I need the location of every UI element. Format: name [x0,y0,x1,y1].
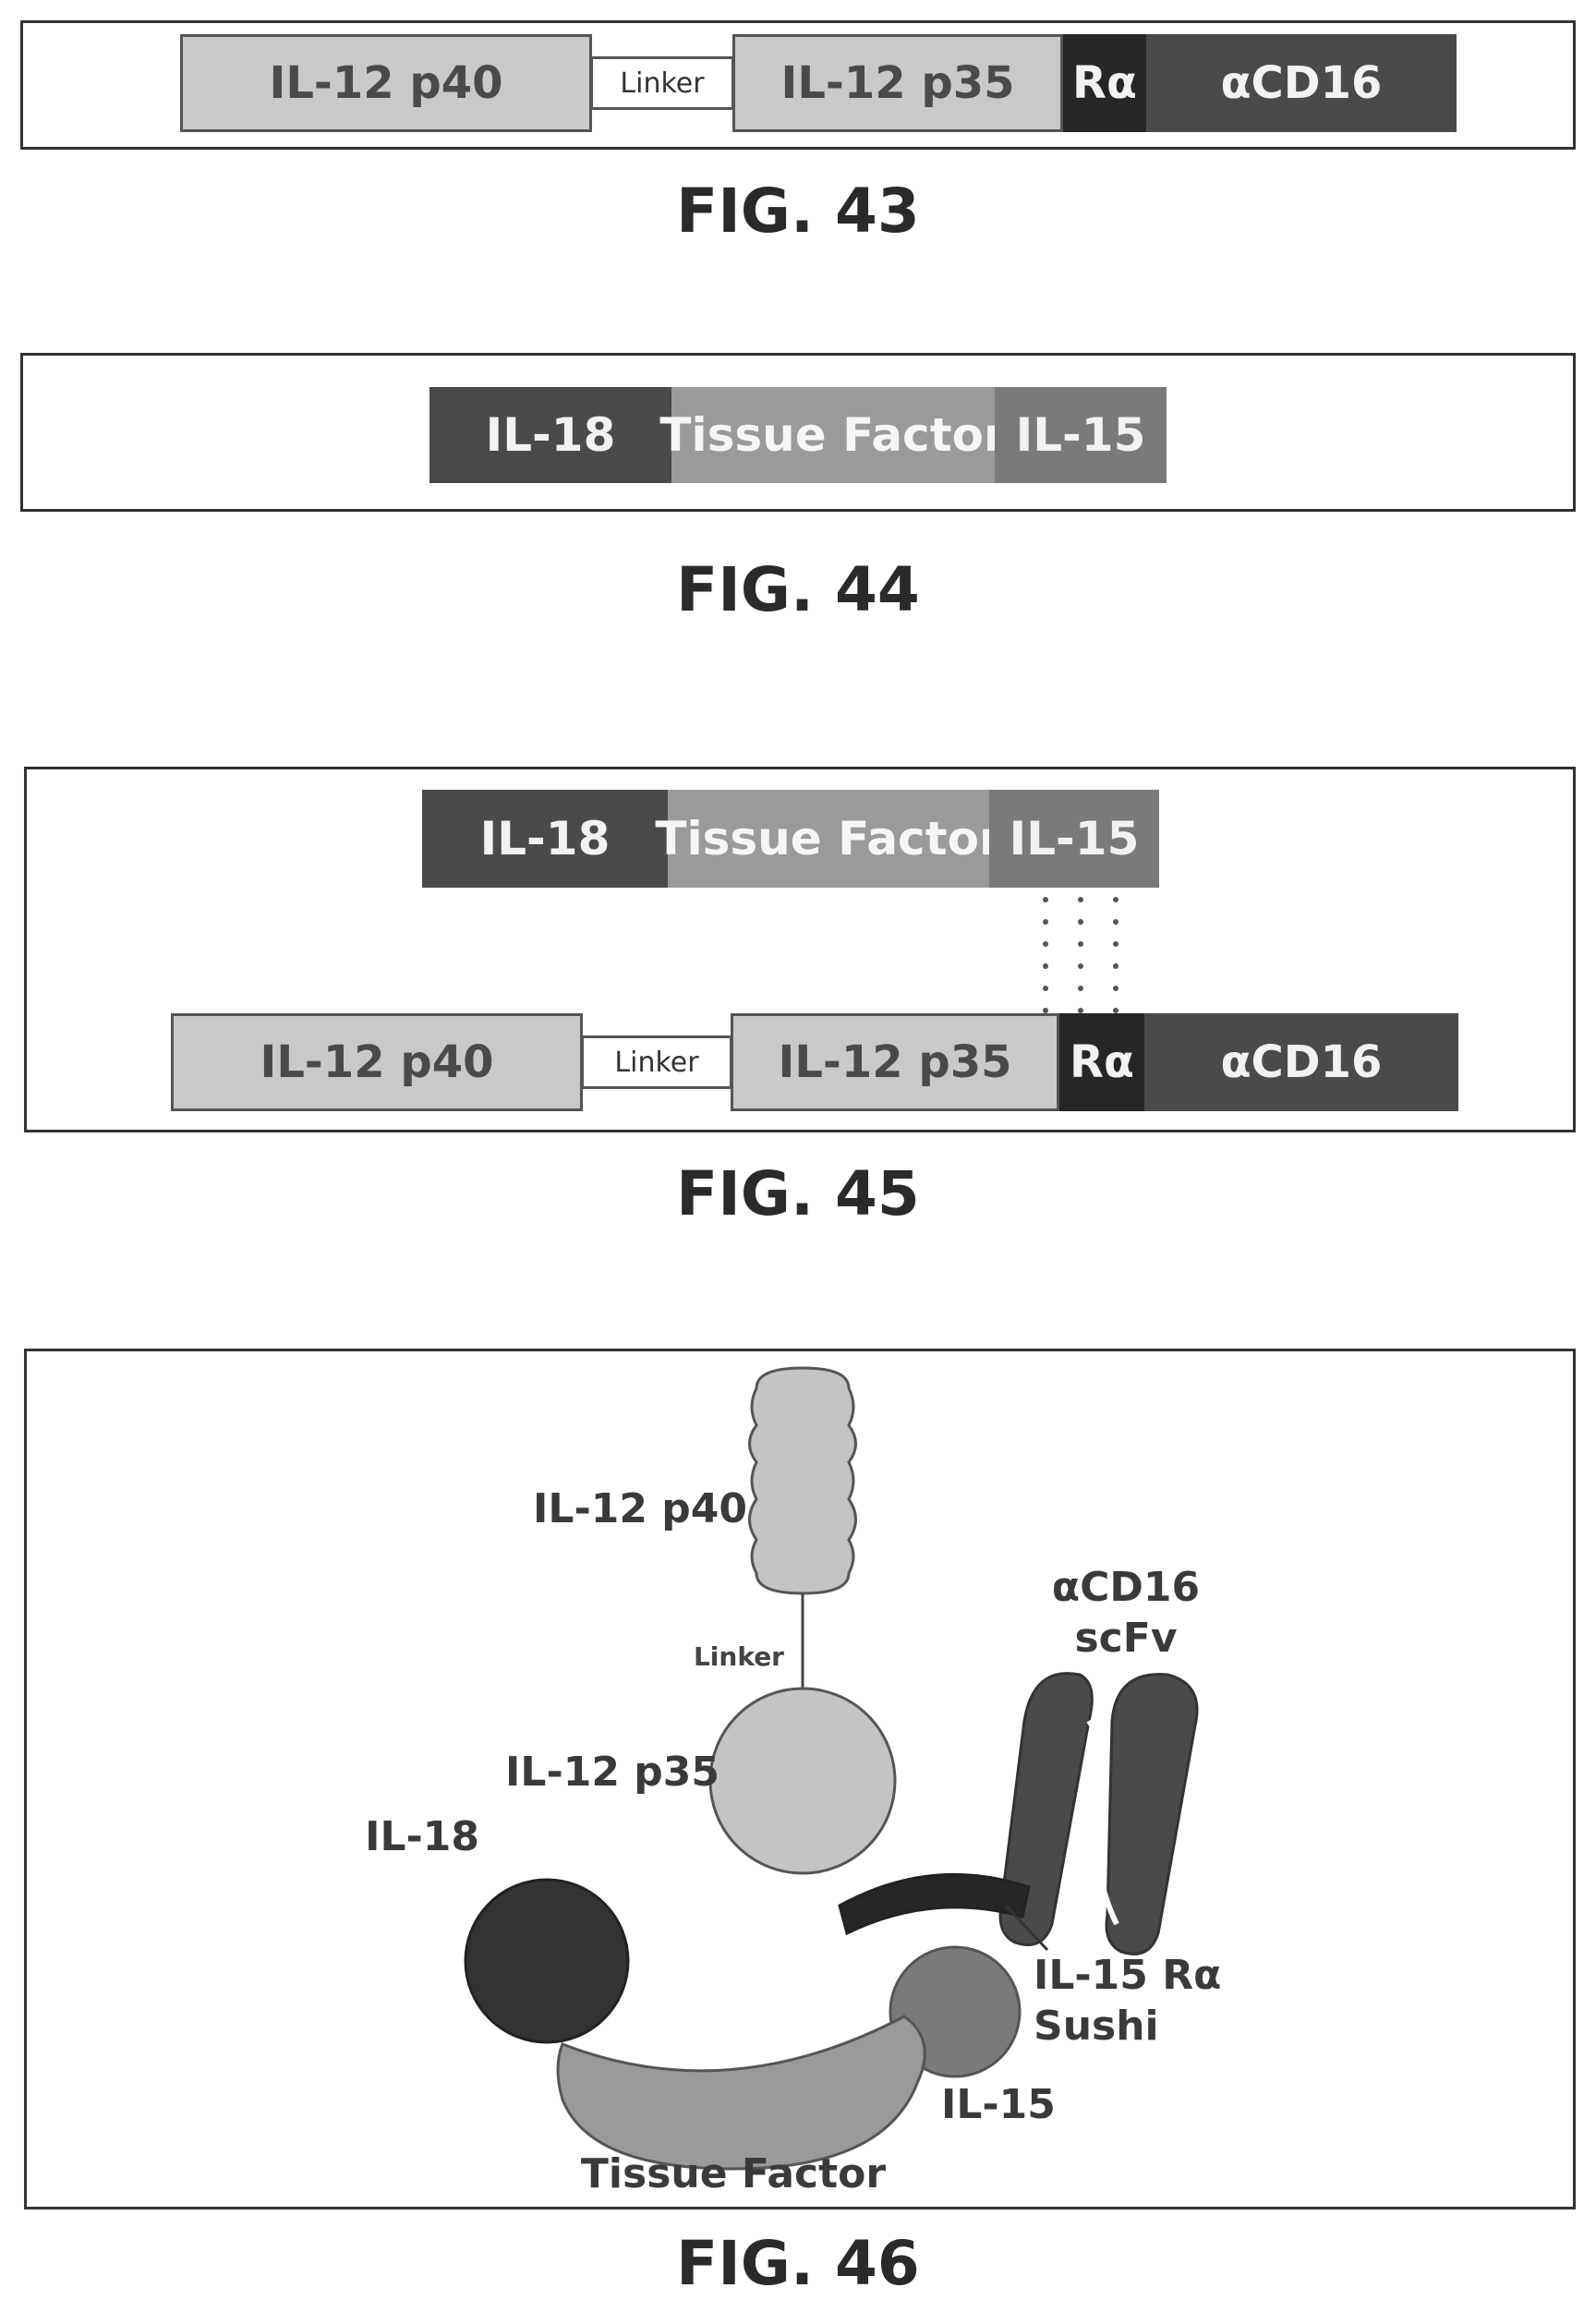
acd16-segment: αCD16 [1144,1013,1458,1111]
linker-label: Linker [614,1047,698,1079]
il15-label: IL-15 [1010,812,1140,865]
il12-p40-label: IL-12 p40 [533,1485,747,1532]
interaction-dot [1043,986,1048,991]
interaction-dot [1113,919,1118,925]
tissue-factor-label: Tissue Factor [655,812,1001,865]
acd16-segment: αCD16 [1146,34,1457,132]
acd16-label-line2: scFv [1074,1615,1177,1662]
interaction-dot [1043,919,1048,925]
il12-p40-shape [750,1368,856,1593]
acd16-label-line1: αCD16 [1052,1564,1200,1611]
linker-label: Linker [694,1641,784,1672]
acd16-label: αCD16 [1221,1036,1383,1088]
ra-segment: Rα [1059,1013,1144,1111]
fig46-diagram: IL-12 p40 Linker IL-12 p35 αCD16 scFv IL… [27,1351,1573,2207]
il18-label: IL-18 [486,408,616,462]
interaction-dot [1043,897,1048,902]
fig44-caption: FIG. 44 [0,554,1596,625]
tissue-factor-label: Tissue Factor [581,2150,886,2197]
fig44-panel: IL-18 Tissue Factor IL-15 [20,353,1576,512]
fig46-caption: FIG. 46 [0,2228,1596,2299]
il12-p35-segment: IL-12 p35 [732,34,1063,132]
fig46-panel: IL-12 p40 Linker IL-12 p35 αCD16 scFv IL… [24,1349,1576,2209]
il18-label: IL-18 [480,812,611,865]
il15-ra-sushi-label-line2: Sushi [1034,2003,1159,2050]
fig45-caption: FIG. 45 [0,1158,1596,1229]
il12-p40-segment: IL-12 p40 [180,34,592,132]
linker-label: Linker [620,67,704,100]
fig43-panel: IL-12 p40 Linker IL-12 p35 Rα αCD16 [20,20,1576,150]
tissue-factor-segment: Tissue Factor [671,387,995,483]
il15-segment: IL-15 [989,790,1159,888]
ra-label: Rα [1072,57,1137,109]
il18-segment: IL-18 [422,790,668,888]
interaction-dot [1078,897,1083,902]
fig45-panel: IL-18 Tissue Factor IL-15 IL-12 p40 Link… [24,767,1576,1132]
interaction-dot [1113,897,1118,902]
il12-p35-label: IL-12 p35 [780,57,1014,109]
interaction-dot [1113,941,1118,947]
il15-label: IL-15 [941,2081,1056,2128]
acd16-label: αCD16 [1221,57,1383,109]
interaction-dot [1078,986,1083,991]
ra-segment: Rα [1063,34,1146,132]
il12-p35-segment: IL-12 p35 [731,1013,1059,1111]
interaction-dot [1078,963,1083,969]
il18-segment: IL-18 [429,387,671,483]
interaction-dot [1113,963,1118,969]
il12-p40-segment: IL-12 p40 [171,1013,583,1111]
interaction-dot [1043,941,1048,947]
il18-shape [466,1880,628,2042]
il12-p40-label: IL-12 p40 [260,1036,493,1088]
il15-ra-sushi-label-line1: IL-15 Rα [1034,1952,1221,1999]
ra-label: Rα [1070,1036,1134,1088]
il12-p35-label: IL-12 p35 [778,1036,1011,1088]
fig43-caption: FIG. 43 [0,176,1596,247]
linker-segment: Linker [581,1035,732,1089]
tissue-factor-shape [558,2016,925,2169]
interaction-dot [1078,941,1083,947]
il12-p40-label: IL-12 p40 [269,57,502,109]
il12-p35-label: IL-12 p35 [505,1749,719,1796]
tissue-factor-label: Tissue Factor [659,408,1006,462]
interaction-dot [1078,919,1083,925]
interaction-dot [1043,963,1048,969]
interaction-dot [1113,986,1118,991]
tissue-factor-segment: Tissue Factor [668,790,989,888]
il12-p35-shape [710,1689,895,1873]
il18-label: IL-18 [365,1813,479,1860]
il15-segment: IL-15 [995,387,1167,483]
il15-label: IL-15 [1016,408,1146,462]
linker-segment: Linker [590,56,734,110]
